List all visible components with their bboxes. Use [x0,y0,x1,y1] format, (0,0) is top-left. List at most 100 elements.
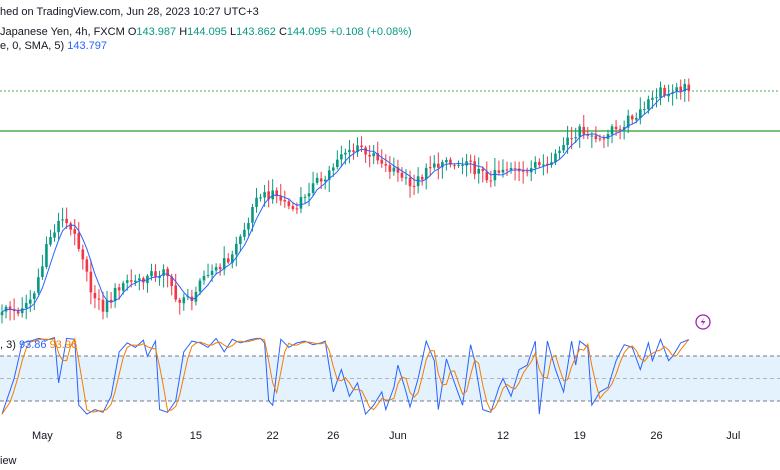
candle [659,81,662,106]
candle [0,304,4,324]
candle-body [81,249,85,260]
candle-body [235,243,238,255]
candle [558,146,561,160]
ohlc-legend: Japanese Yen, 4h, FXCM O143.987 H144.095… [0,26,412,38]
candle-body [251,207,254,223]
candle-body [89,271,93,293]
candle-body [33,293,36,299]
candle [590,132,594,148]
candle-body [566,137,569,145]
candle-body [505,169,509,171]
candle-body [473,161,476,175]
candle [218,263,222,276]
candle [162,264,165,288]
candle-body [323,179,327,182]
candle [384,154,388,172]
candle-body [20,308,24,314]
candle [198,278,202,296]
candle-body [218,266,222,270]
candle [437,152,440,180]
candle-body [57,220,60,233]
candle-body [558,150,561,154]
candle-body [206,274,210,276]
candle [138,273,141,291]
candle [117,283,121,300]
low-label: L [229,26,237,38]
candle [77,222,81,252]
close-label: C [278,26,287,38]
candle [340,145,343,168]
candle [344,148,347,165]
candle [542,154,545,176]
candle [307,182,311,207]
candle [408,170,412,198]
candle-body [230,254,234,263]
candle-body [77,233,81,249]
candle-body [396,167,400,173]
candle [481,166,485,183]
candle-body [356,145,359,153]
candle-body [651,97,654,100]
candle-body [647,99,650,110]
candle-body [432,163,436,168]
stoch-legend: , 3) 93.86 93.96 [0,339,77,351]
candle-body [424,167,428,180]
candle-body [525,171,529,173]
x-tick-label: 22 [267,430,279,442]
candle [606,129,610,147]
candle-body [178,299,182,303]
candle-body [327,170,331,180]
candle-body [481,168,485,172]
candle [505,161,509,176]
high-value: 144.095 [187,26,227,38]
candle-body [659,87,662,98]
candle-body [311,183,315,193]
candle [226,253,230,264]
candle [521,161,525,184]
candle-body [16,311,20,314]
candle-body [24,303,28,309]
candle-body [655,97,658,99]
ma-value: 143.797 [67,40,108,52]
candle-body [634,117,638,120]
candle-body [679,86,683,92]
candle [113,283,117,308]
stoch-d-value: 93.96 [49,339,78,351]
candle-body [388,165,392,172]
candle [465,153,468,177]
candle-body [457,164,460,166]
candle-body [214,267,218,271]
candle [396,159,400,182]
candle [412,174,416,196]
candle [513,161,517,181]
candle-body [154,271,157,278]
candle [574,127,577,144]
candle [271,179,274,204]
candle-body [255,197,258,207]
candle [186,288,190,301]
candle [206,263,210,278]
candle-body [198,280,202,292]
candle-body [45,244,48,267]
candle [610,124,614,144]
candle [8,301,12,321]
high-label: H [179,26,188,38]
candle [267,180,270,208]
candle-body [69,223,72,230]
candle [489,170,493,188]
x-tick-label: Jul [726,430,740,442]
candle [441,159,444,179]
candle [85,256,89,282]
stoch-k-line [1,336,689,416]
candle-body [85,259,89,272]
lightning-icon[interactable] [695,314,711,330]
candle [61,207,64,228]
candle-body [554,153,557,163]
candle [687,78,691,102]
candle [368,145,371,168]
candle-body [275,190,279,197]
candle-body [295,208,299,210]
candle-body [166,268,169,277]
candle [538,158,541,169]
